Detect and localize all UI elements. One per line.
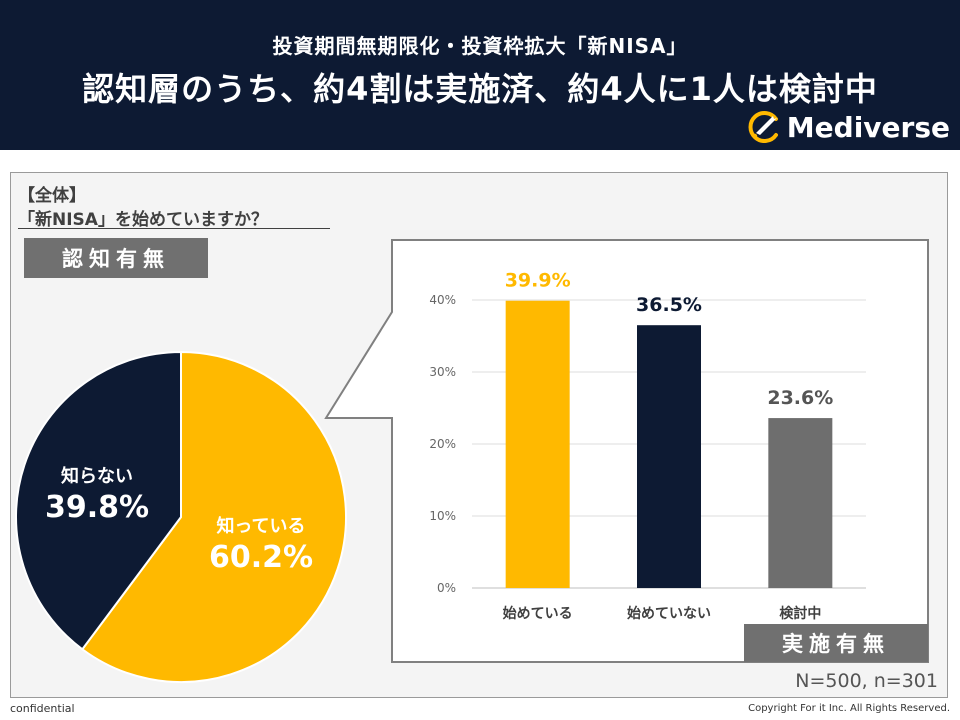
pie-label-aware: 知っている 60.2%	[196, 512, 326, 575]
pie-label-unaware: 知らない 39.8%	[32, 462, 162, 525]
segment-label: 【全体】	[18, 186, 86, 206]
implementation-tag: 実施有無	[744, 624, 928, 662]
bar-value-label: 23.6%	[767, 387, 833, 409]
question-underline	[18, 228, 330, 229]
sample-size: N=500, n=301	[795, 670, 938, 692]
brand-logo: Mediverse	[747, 110, 950, 144]
confidential-label: confidential	[10, 702, 75, 715]
awareness-pie-chart	[15, 350, 347, 683]
question-label: 「新NISA」を始めていますか？	[18, 210, 268, 230]
pie-label-aware-value: 60.2%	[208, 540, 314, 575]
mediverse-logo-icon	[748, 111, 778, 143]
bar	[505, 300, 570, 588]
copyright-label: Copyright For it Inc. All Rights Reserve…	[748, 703, 950, 714]
implementation-bar-chart: 0% 10% 20% 30% 40% 39.9% 始めている 36.5% 始めていない 23.6%…	[429, 270, 866, 622]
x-category-label: 始めていない	[627, 605, 711, 622]
pie-label-unaware-name: 知らない	[61, 466, 133, 487]
awareness-tag: 認知有無	[24, 238, 208, 278]
x-category-label: 始めている	[503, 605, 573, 622]
pie-label-aware-name: 知っている	[216, 516, 306, 537]
bar	[768, 418, 833, 588]
y-tick-label: 30%	[429, 365, 456, 379]
bar	[637, 325, 701, 588]
x-category-label: 検討中	[779, 605, 821, 622]
pie-label-unaware-value: 39.8%	[44, 490, 150, 525]
bar-value-label: 36.5%	[636, 294, 702, 316]
y-tick-label: 0%	[437, 581, 456, 595]
y-tick-label: 20%	[429, 437, 456, 451]
page-title: 認知層のうち、約4割は実施済、約4人に1人は検討中	[82, 70, 878, 108]
pie-slice-aware	[80, 350, 347, 683]
y-tick-label: 10%	[429, 509, 456, 523]
brand-name: Mediverse	[786, 110, 950, 144]
pie-slice-unaware	[15, 350, 182, 651]
y-tick-label: 40%	[429, 293, 456, 307]
page-subtitle: 投資期間無期限化・投資枠拡大「新NISA」	[272, 34, 688, 58]
bar-value-label: 39.9%	[505, 270, 571, 292]
header-banner: 投資期間無期限化・投資枠拡大「新NISA」 認知層のうち、約4割は実施済、約4人…	[0, 0, 960, 150]
